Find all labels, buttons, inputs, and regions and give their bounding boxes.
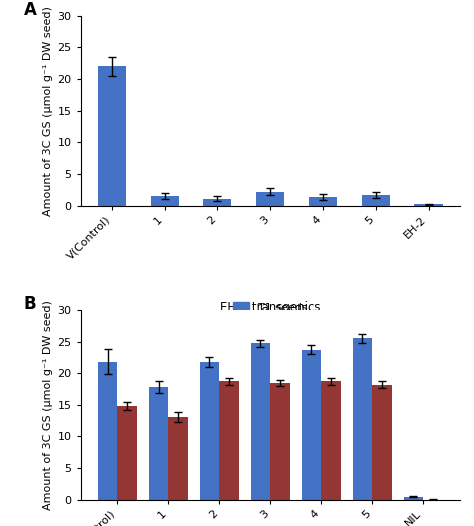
Bar — [98, 66, 126, 206]
Y-axis label: Amount of 3C GS (μmol g⁻¹ DW seed): Amount of 3C GS (μmol g⁻¹ DW seed) — [43, 300, 53, 510]
Bar — [200, 362, 219, 500]
Bar — [309, 197, 337, 206]
Bar — [168, 417, 188, 500]
Bar — [151, 196, 179, 206]
Bar — [302, 350, 321, 500]
Bar — [362, 195, 390, 206]
Text: B: B — [24, 295, 36, 313]
Bar — [270, 383, 290, 500]
Bar — [203, 199, 231, 206]
Bar — [372, 385, 392, 500]
Bar — [321, 381, 340, 500]
Legend: T1 seeds: T1 seeds — [228, 298, 312, 318]
Bar — [149, 387, 168, 500]
Bar — [98, 362, 117, 500]
Bar — [353, 338, 372, 500]
Y-axis label: Amount of 3C GS (μmol g⁻¹ DW seed): Amount of 3C GS (μmol g⁻¹ DW seed) — [43, 6, 53, 216]
Bar — [117, 406, 137, 500]
X-axis label:         J16Gsl4            : J16Gsl4 — [0, 525, 1, 526]
Bar — [256, 191, 284, 206]
Bar — [251, 343, 270, 500]
X-axis label: EH-2 transgenics: EH-2 transgenics — [220, 300, 320, 313]
Bar — [414, 204, 443, 206]
Bar — [404, 497, 423, 500]
Text: A: A — [24, 1, 36, 18]
Bar — [219, 381, 238, 500]
